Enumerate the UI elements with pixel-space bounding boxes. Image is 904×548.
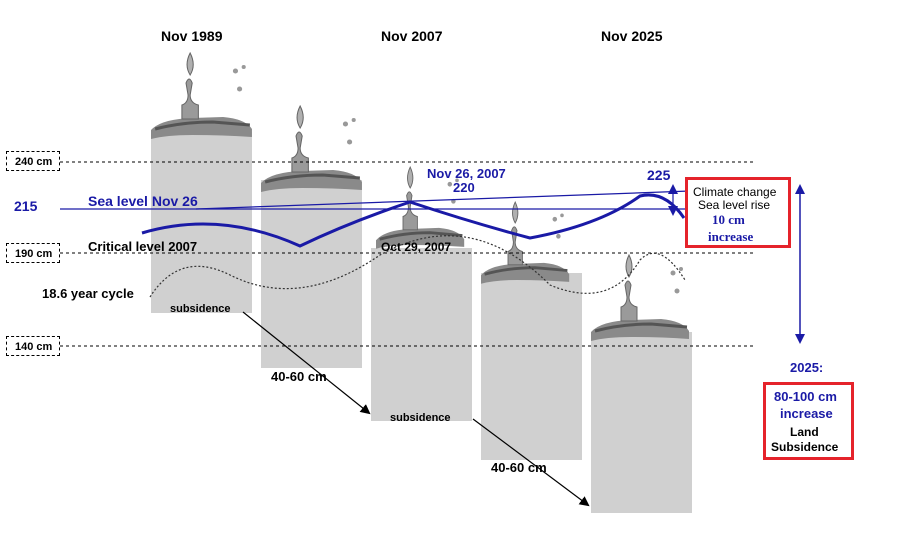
- subsidence-box-line-2: increase: [780, 406, 833, 421]
- critical-level-label: Critical level 2007: [88, 239, 198, 254]
- year-label-1989: Nov 1989: [161, 28, 223, 44]
- climate-line-1: Climate change: [693, 185, 777, 199]
- column-2025: [591, 332, 692, 513]
- drop-label-1: 40-60 cm: [271, 369, 327, 384]
- climate-change-box: Climate change Sea level rise 10 cm incr…: [685, 177, 791, 248]
- tide-curve: [141, 193, 686, 248]
- level-140-box: 140 cm: [6, 336, 60, 356]
- campanile-1989: [149, 51, 254, 141]
- campanile-2015: [479, 200, 571, 286]
- drop-label-2: 40-60 cm: [491, 460, 547, 475]
- climate-line-4: increase: [708, 229, 754, 244]
- column-1989: [151, 132, 252, 313]
- level-190-box: 190 cm: [6, 243, 60, 263]
- column-2007: [371, 248, 472, 421]
- campanile-2025: [589, 253, 691, 343]
- subsidence-box-line-1: 80-100 cm: [774, 389, 837, 404]
- climate-line-2: Sea level rise: [698, 198, 771, 212]
- peak-220-label: 220: [453, 180, 475, 195]
- sea-rise-line: [195, 190, 691, 210]
- sea-level-value: 215: [14, 198, 38, 214]
- subsidence-arrow-2: [472, 418, 590, 507]
- cycle-curve: [149, 235, 686, 298]
- year-label-2025: Nov 2025: [601, 28, 663, 44]
- sea-level-label: Sea level Nov 26: [88, 193, 198, 209]
- subsidence-arrow-1: [242, 311, 371, 415]
- subsidence-box-line-4: Subsidence: [771, 440, 839, 454]
- peak-date-label: Nov 26, 2007: [427, 166, 506, 181]
- subsidence-year-label: 2025:: [790, 360, 824, 375]
- campanile-1995: [259, 104, 364, 194]
- column-2015: [481, 273, 582, 460]
- subsidence-label-1: subsidence: [170, 303, 231, 315]
- peak-225-label: 225: [647, 167, 671, 183]
- column-1995: [261, 180, 362, 368]
- subsidence-box-line-3: Land: [790, 425, 819, 439]
- subsidence-label-2: subsidence: [390, 412, 451, 424]
- climate-line-3: 10 cm: [712, 212, 745, 227]
- level-240-box: 240 cm: [6, 151, 60, 171]
- year-label-2007: Nov 2007: [381, 28, 443, 44]
- cycle-label: 18.6 year cycle: [42, 286, 134, 301]
- oct-29-label: Oct 29, 2007: [381, 240, 452, 254]
- land-subsidence-box: 80-100 cm increase Land Subsidence: [763, 382, 854, 460]
